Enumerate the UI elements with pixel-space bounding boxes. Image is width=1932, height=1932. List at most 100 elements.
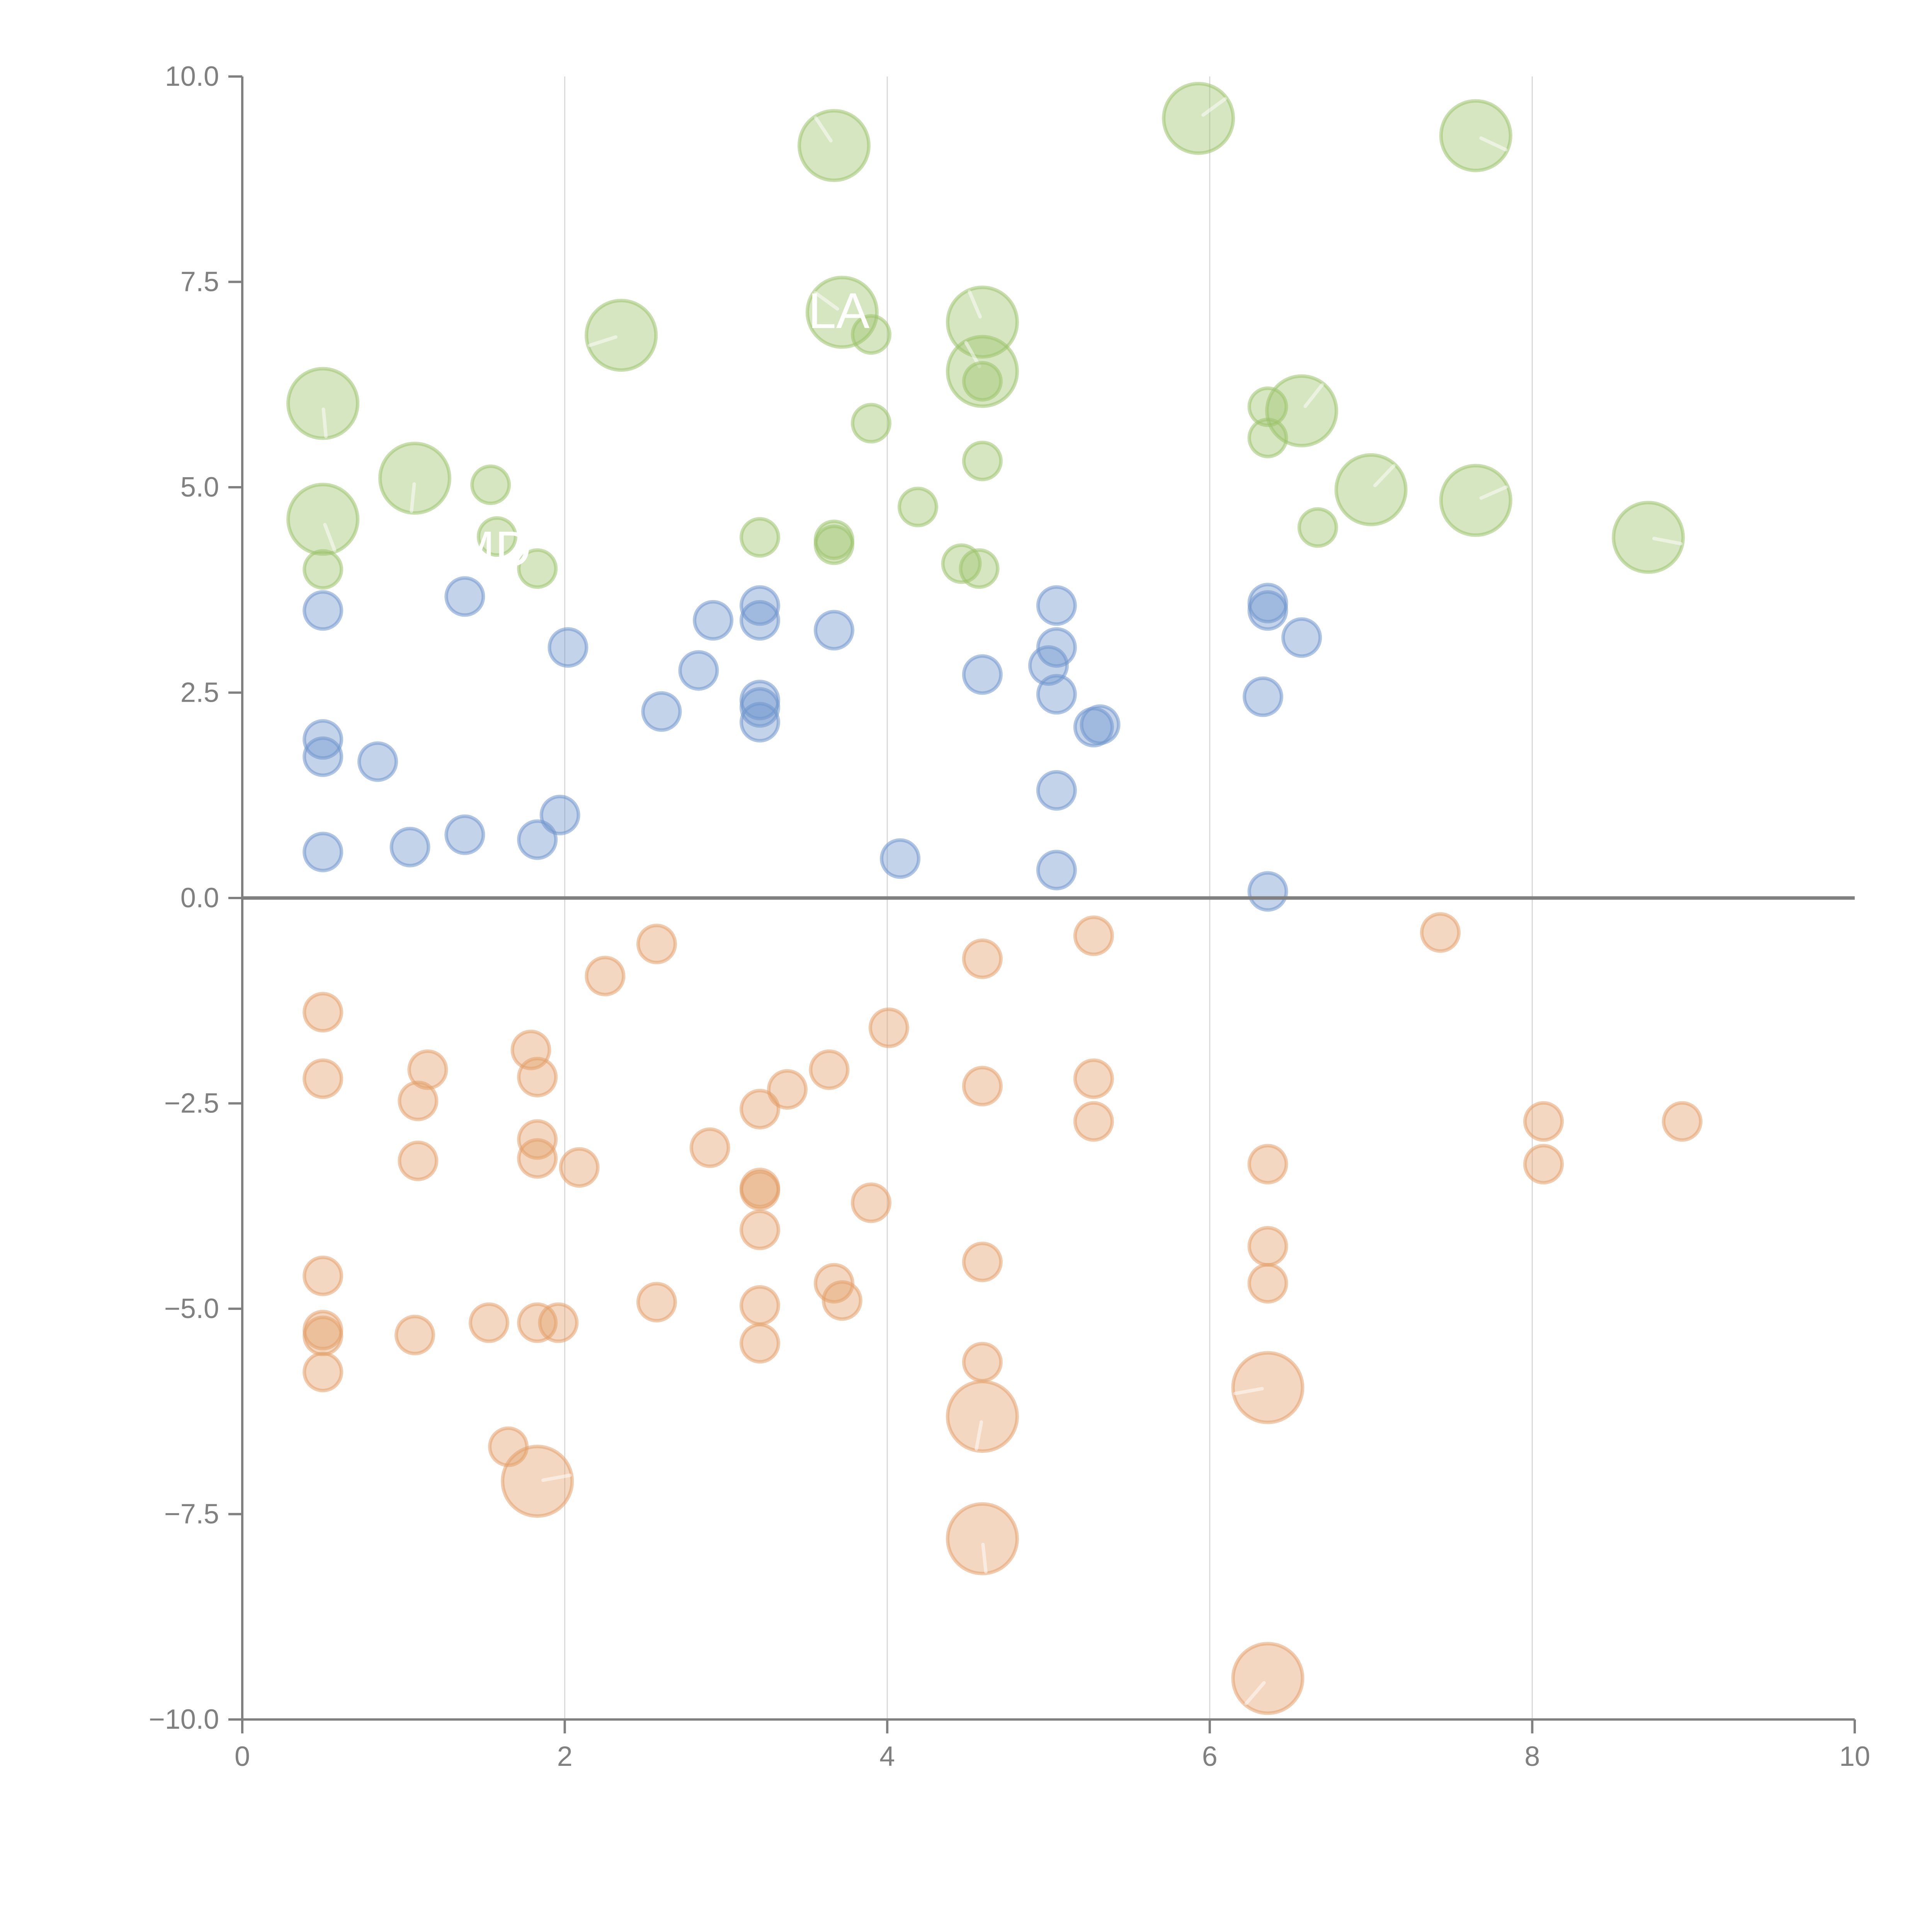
- bubble-point: [395, 1315, 435, 1355]
- bubble-point: [740, 1209, 781, 1250]
- bubble-point: [1265, 374, 1338, 447]
- annotation-label: MD: [453, 520, 531, 577]
- bubble-spoke: [1479, 485, 1508, 500]
- bubble-spoke: [1233, 1387, 1264, 1395]
- bubble-point: [517, 1302, 558, 1343]
- bubble-point: [407, 1049, 448, 1090]
- bubble-point: [1297, 507, 1338, 548]
- bubble-point: [678, 650, 719, 691]
- bubble-spoke: [323, 523, 337, 552]
- bubble-point: [1612, 501, 1685, 574]
- bubble-point: [850, 403, 891, 444]
- bubble-point: [946, 1502, 1019, 1575]
- bubble-point: [585, 299, 658, 372]
- bubble-point: [303, 549, 344, 590]
- bubble-point: [1439, 464, 1512, 537]
- bubble-spoke: [975, 1420, 983, 1451]
- bubble-point: [1231, 1642, 1304, 1715]
- bubble-point: [286, 367, 360, 440]
- bubble-point: [501, 1444, 574, 1518]
- series-orange: [303, 912, 1702, 1715]
- bubble-point: [962, 654, 1003, 695]
- bubble-point: [767, 1069, 808, 1110]
- series-blue: [303, 576, 1322, 912]
- bubble-point: [1247, 590, 1288, 631]
- bubble-point: [303, 736, 344, 777]
- x-tick-label: 10: [1839, 1741, 1870, 1772]
- bubble-point: [1231, 1351, 1304, 1424]
- bubble-point: [517, 1056, 558, 1097]
- bubble-point: [1243, 676, 1284, 717]
- bubble-point: [689, 1127, 730, 1168]
- bubble-point: [962, 1242, 1003, 1282]
- bubble-point: [1247, 1226, 1288, 1267]
- bubble-point: [1036, 674, 1077, 715]
- annotation-label: LA: [808, 282, 870, 339]
- bubble-point: [797, 109, 871, 182]
- bubble-point: [1036, 850, 1077, 891]
- x-tick-label: 8: [1524, 1741, 1540, 1772]
- bubble-point: [470, 464, 511, 505]
- bubble-point: [444, 576, 485, 617]
- bubble-point: [959, 548, 1000, 589]
- bubble-point: [303, 832, 344, 872]
- bubble-spoke: [1303, 383, 1324, 408]
- bubble-point: [1247, 871, 1288, 912]
- bubble-spoke: [814, 116, 833, 143]
- bubble-point: [1036, 770, 1077, 811]
- bubble-point: [962, 1066, 1003, 1107]
- y-tick-label: −2.5: [164, 1088, 219, 1119]
- bubble-point: [517, 819, 558, 860]
- bubble-point: [740, 585, 781, 626]
- bubble-point: [962, 938, 1003, 979]
- bubble-point: [303, 590, 344, 631]
- y-tick-label: 5.0: [180, 472, 219, 503]
- bubble-point: [636, 1282, 677, 1323]
- bubble-point: [444, 814, 485, 855]
- bubble-point: [850, 314, 891, 355]
- bubble-point: [850, 1182, 891, 1223]
- bubble-point: [1662, 1101, 1702, 1142]
- bubble-point: [303, 1255, 344, 1296]
- x-axis-ticks: 0 2 4 6 8 10: [235, 1719, 1870, 1772]
- bubble-point: [1036, 627, 1077, 668]
- axes: 0 2 4 6 8 10 10.0 7.5 5.0 2.5 0.0 −2.5 −5.0 −7.5 −10.…: [149, 61, 1870, 1772]
- bubble-point: [693, 600, 734, 641]
- bubble-point: [1439, 99, 1512, 172]
- bubble-point: [740, 1323, 781, 1364]
- bubble-point: [476, 516, 517, 557]
- y-tick-label: −5.0: [164, 1293, 219, 1324]
- bubble-point: [303, 1352, 344, 1393]
- bubble-point: [1162, 82, 1235, 155]
- bubble-point: [813, 524, 854, 565]
- bubble-point: [962, 361, 1003, 402]
- y-tick-label: 7.5: [180, 267, 219, 298]
- bubble-point: [740, 600, 781, 641]
- bubble-spoke: [1201, 97, 1227, 117]
- bubble-spoke: [968, 290, 982, 319]
- bubble-point: [740, 1088, 781, 1129]
- bubble-point: [813, 610, 854, 651]
- bubble-spoke: [1479, 136, 1508, 151]
- bubble-point: [389, 827, 430, 867]
- bubble-point: [962, 1342, 1003, 1383]
- bubble-point: [641, 691, 682, 732]
- bubble-point: [303, 992, 344, 1033]
- bubble-point: [1073, 915, 1114, 956]
- bubble-point: [809, 1049, 850, 1090]
- bubble-point: [897, 486, 938, 527]
- bubble-point: [1080, 704, 1121, 745]
- bubble-point: [548, 627, 588, 668]
- bubble-point: [740, 1285, 781, 1326]
- bubble-point: [559, 1147, 600, 1188]
- bubble-point: [398, 1140, 439, 1181]
- bubble-point: [1073, 1058, 1114, 1099]
- bubble-point: [962, 440, 1003, 481]
- bubble-point: [868, 1007, 909, 1048]
- bubble-point: [517, 548, 558, 589]
- bubble-point: [740, 702, 781, 743]
- bubble-spoke: [588, 335, 617, 347]
- bubble-spoke: [981, 1543, 988, 1573]
- bubble-spoke: [1373, 464, 1396, 488]
